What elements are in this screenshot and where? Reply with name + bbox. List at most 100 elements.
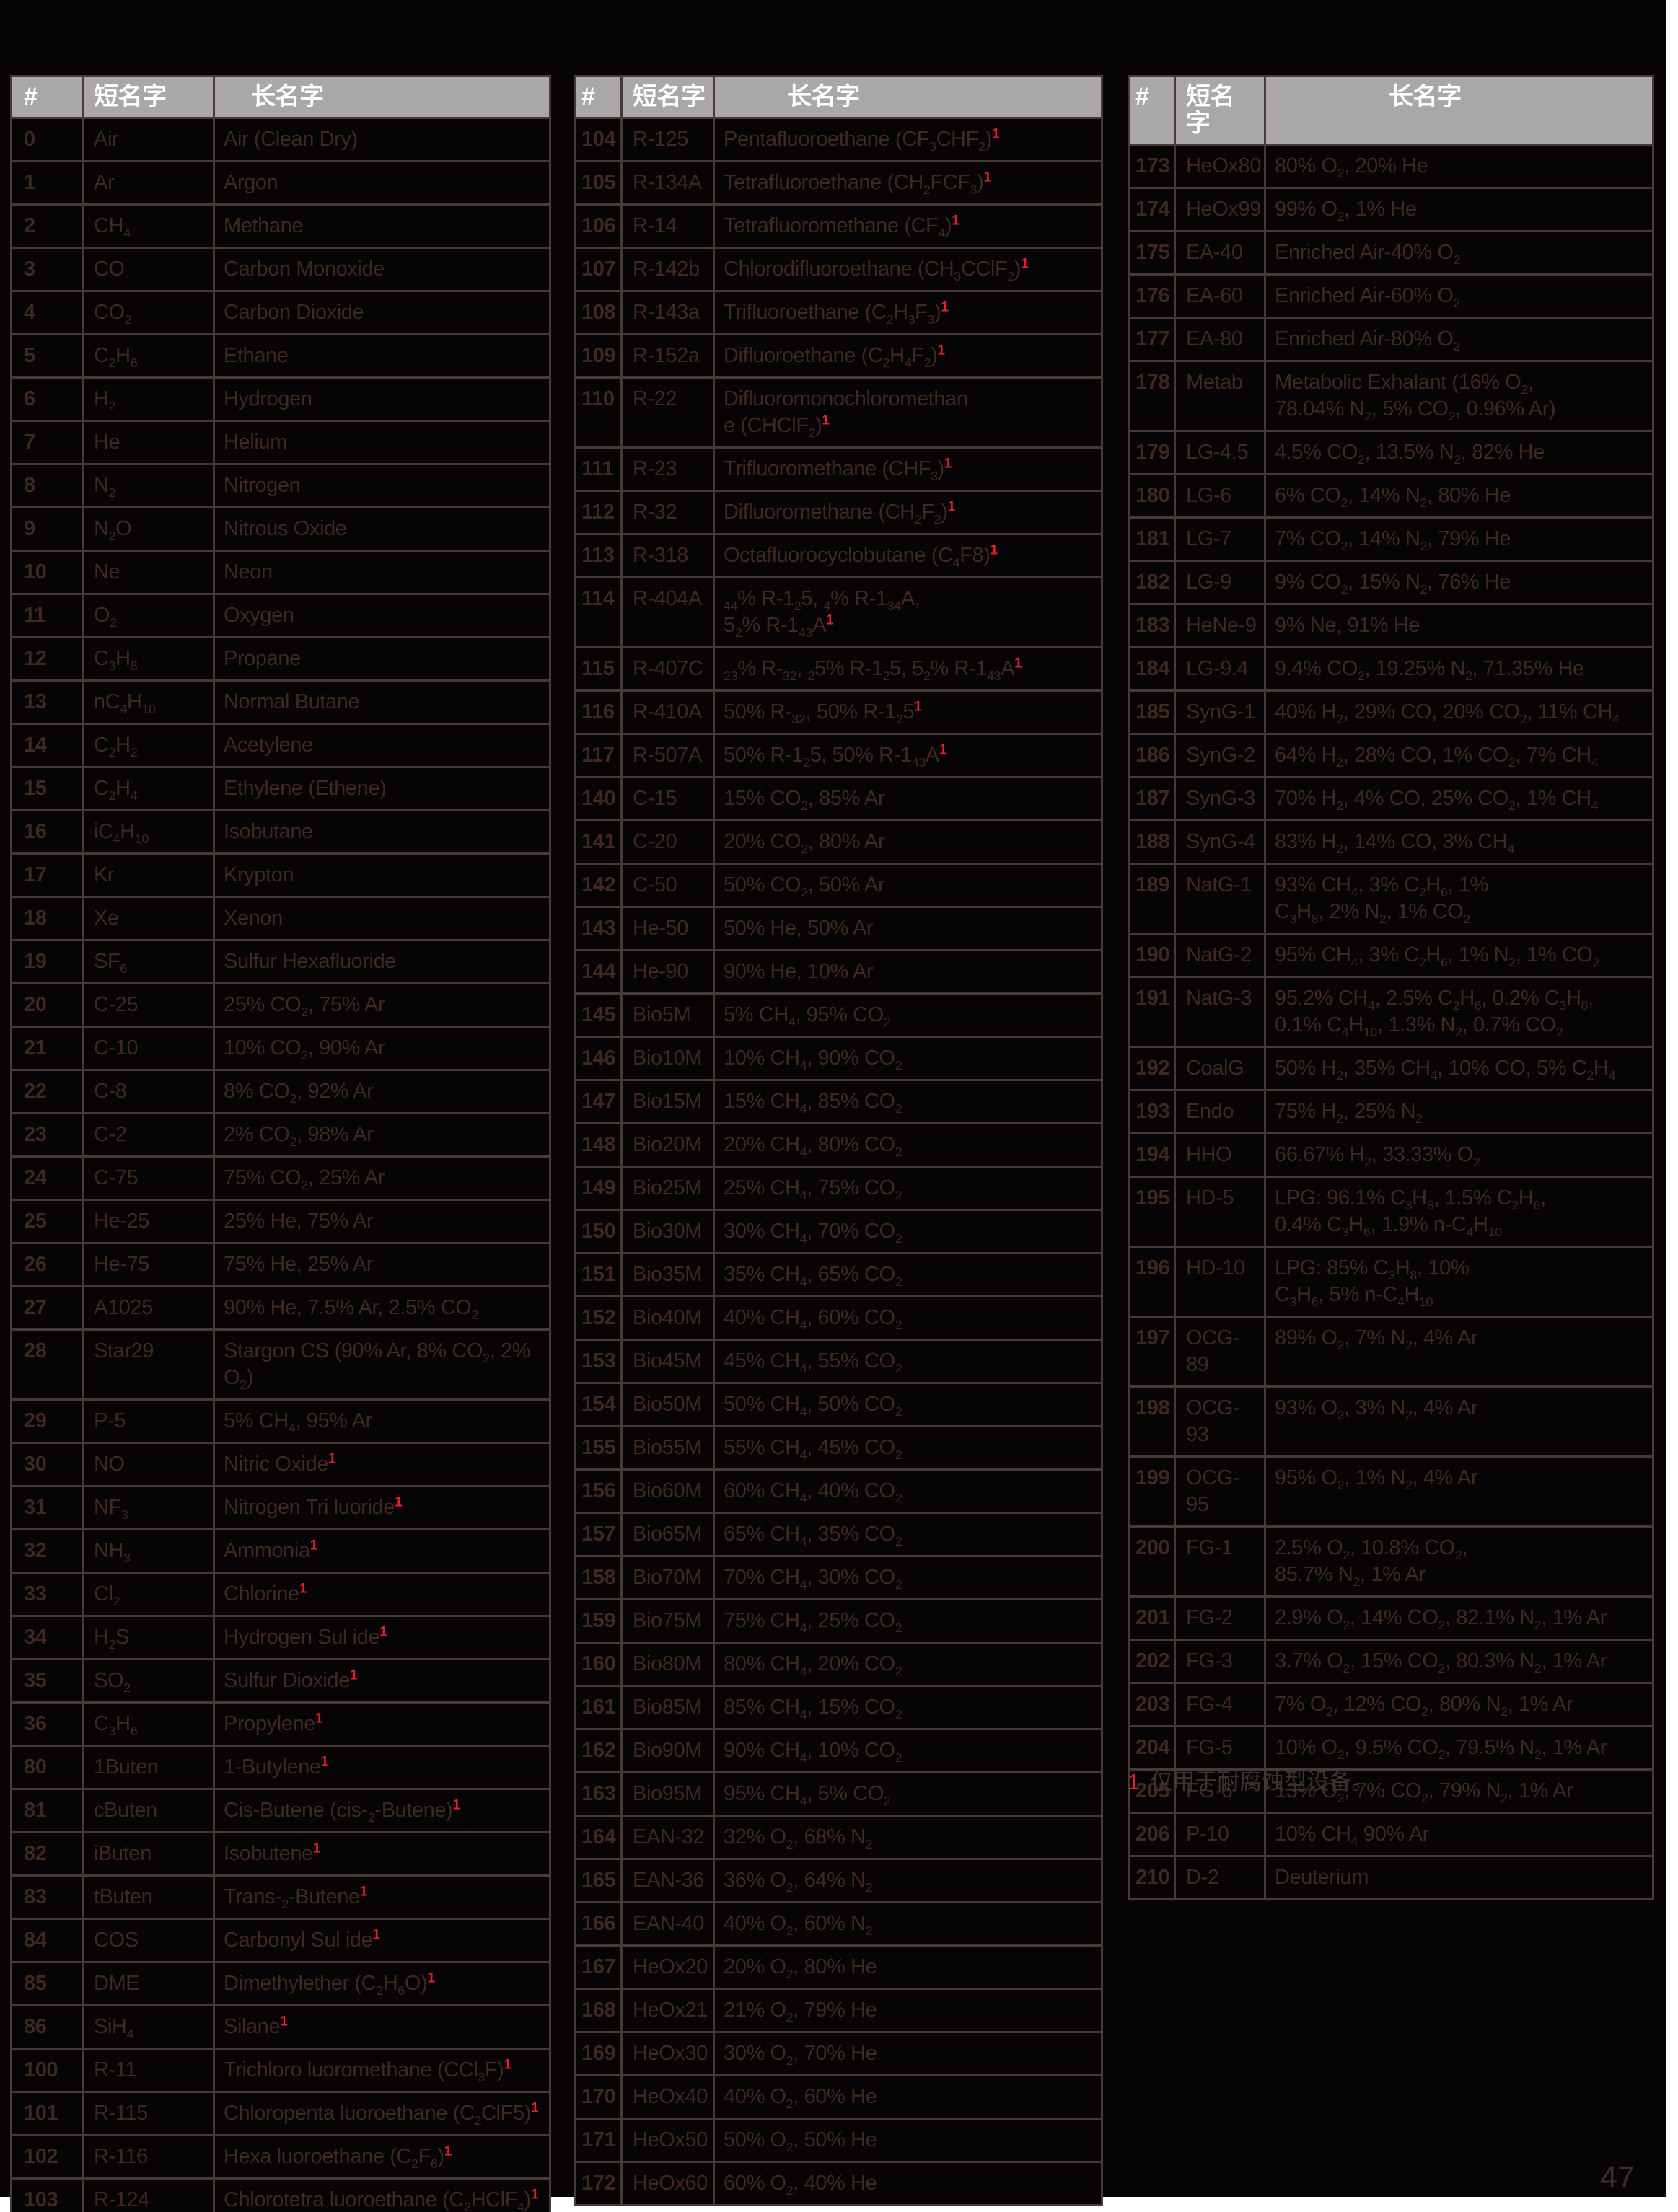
table-row: 81 cButen Cis-Butene (cis-2-Butene)1 [12,1788,549,1831]
gas-long-cell: 5% CH4, 95% Ar [213,1401,549,1442]
gas-short-cell: C3H6 [82,1704,213,1745]
table-row: 146 Bio10M 10% CH4, 90% CO2 [576,1036,1101,1079]
table-row: 148 Bio20M 20% CH4, 80% CO2 [576,1122,1101,1166]
gas-short-cell: Bio35M [620,1254,713,1295]
gas-short-cell: LG-9.4 [1174,648,1264,689]
gas-short-cell: DME [82,1963,213,2004]
gas-long-cell: Argon [213,162,549,203]
gas-long-cell: Krypton [213,855,549,896]
gas-short-cell: A1025 [82,1287,213,1328]
gas-long-cell: 93% O2, 3% N2, 4% Ar [1264,1388,1652,1455]
table-row: 176 EA-60 Enriched Air-60% O2 [1130,273,1652,317]
gas-short-cell: Bio30M [620,1211,713,1252]
header-long-name: 长名字 [213,77,549,117]
gas-long-cell: 13% O2, 7% CO2, 79% N2, 1% Ar [1264,1771,1652,1812]
gas-num-cell: 22 [24,1080,47,1103]
gas-long-cell: 80% CH4, 20% CO2 [713,1644,1101,1685]
gas-short-cell: P-5 [82,1401,213,1442]
gas-long-cell: Nitrogen [213,465,549,506]
table-row: 165 EAN-36 36% O2, 64% N2 [576,1858,1101,1901]
gas-num-cell: 3 [24,257,35,281]
gas-long-cell: Xenon [213,898,549,939]
gas-num-cell: 185 [1135,700,1170,723]
gas-long-cell: 95.2% CH4, 2.5% C2H6, 0.2% C3H8, 0.1% C4H… [1264,978,1652,1046]
gas-num-cell: 154 [581,1393,616,1416]
gas-short-cell: EAN-32 [620,1817,713,1858]
gas-long-cell: Neon [213,552,549,593]
header-long-name: 长名字 [1264,77,1652,144]
table-row: 163 Bio95M 95% CH4, 5% CO2 [576,1771,1101,1815]
gas-long-cell: Silane1 [213,2006,549,2048]
table-body: 173 HeOx80 80% O2, 20% He 174 HeOx99 99% O2, … [1130,144,1652,1898]
table-row: 106 R-14 Tetrafluoromethane (CF4)1 [576,203,1101,247]
gas-short-cell: SiH4 [82,2006,213,2048]
gas-num-cell: 111 [581,457,613,480]
table-row: 33 Cl2 Chlorine1 [12,1572,549,1615]
gas-num-cell: 116 [581,700,615,723]
table-row: 194 HHO 66.67% H2, 33.33% O2 [1130,1132,1652,1176]
gas-num-cell: 25 [24,1209,47,1233]
table-header-row: # 短名字 长名字 [576,77,1101,117]
gas-short-cell: EA-40 [1174,232,1264,273]
table-row: 151 Bio35M 35% CH4, 65% CO2 [576,1252,1101,1295]
table-row: 107 R-142b Chlorodifluoroethane (CH3CClF2)… [576,247,1101,290]
table-body: 0 Air Air (Clean Dry) 1 Ar Argon 2 CH4 Methane 3 C… [12,117,549,2212]
gas-short-cell: cButen [82,1790,213,1831]
gas-long-cell: Ethane [213,335,549,376]
table-row: 26 He-75 75% He, 25% Ar [12,1242,549,1285]
gas-long-cell: 9% Ne, 91% He [1264,605,1652,646]
gas-num-cell: 199 [1135,1466,1170,1489]
table-row: 0 Air Air (Clean Dry) [12,117,549,160]
gas-num-cell: 103 [24,2188,58,2211]
gas-short-cell: C3H8 [82,638,213,679]
gas-num-cell: 114 [581,587,615,610]
gas-num-cell: 7 [24,431,35,454]
gas-num-cell: 0 [24,128,35,151]
gas-long-cell: 23% R-32, 25% R-125, 52% R-143A1 [713,648,1101,689]
table-row: 4 CO2 Carbon Dioxide [12,290,549,333]
table-row: 160 Bio80M 80% CH4, 20% CO2 [576,1642,1101,1685]
gas-long-cell: Ethylene (Ethene) [213,768,549,809]
gas-num-cell: 9 [24,517,35,540]
table-row: 12 C3H8 Propane [12,636,549,679]
gas-long-cell: Chloropenta luoroethane (C2ClF5)1 [213,2093,549,2134]
gas-long-cell: Enriched Air-40% O2 [1264,232,1652,273]
table-row: 150 Bio30M 30% CH4, 70% CO2 [576,1209,1101,1252]
gas-short-cell: NatG-3 [1174,978,1264,1046]
table-row: 105 R-134A Tetrafluoroethane (CH2FCF3)1 [576,160,1101,203]
gas-long-cell: Tetrafluoromethane (CF4)1 [713,206,1101,247]
table-row: 6 H2 Hydrogen [12,376,549,420]
gas-short-cell: CO [82,249,213,290]
table-row: 20 C-25 25% CO2, 75% Ar [12,982,549,1026]
gas-short-cell: N2O [82,508,213,550]
gas-long-cell: 75% CH4, 25% CO2 [713,1600,1101,1642]
page-number: 47 [1600,2160,1635,2195]
gas-short-cell: P-10 [1174,1814,1264,1855]
table-row: 147 Bio15M 15% CH4, 85% CO2 [576,1079,1101,1122]
gas-num-cell: 167 [581,1955,616,1978]
gas-table-3: # 短名字 长名字 173 HeOx80 80% O2, 20% He 174 HeOx… [1128,75,1654,1900]
gas-short-cell: HeNe-9 [1174,605,1264,646]
gas-short-cell: C-2 [82,1114,213,1155]
gas-num-cell: 191 [1135,987,1170,1010]
gas-long-cell: 20% O2, 80% He [713,1947,1101,1988]
gas-short-cell: R-407C [620,648,713,689]
table-row: 114 R-404A 44% R-125, 4% R-134A, 52% R-143A… [576,576,1101,646]
table-row: 2 CH4 Methane [12,203,549,247]
gas-num-cell: 186 [1135,744,1170,767]
gas-num-cell: 202 [1135,1649,1170,1673]
gas-num-cell: 149 [581,1176,616,1199]
gas-long-cell: Methane [213,206,549,247]
gas-short-cell: R-404A [620,578,713,646]
gas-num-cell: 108 [581,301,616,324]
gas-long-cell: Tetrafluoroethane (CH2FCF3)1 [713,162,1101,203]
gas-short-cell: COS [82,1920,213,1961]
gas-num-cell: 204 [1135,1736,1170,1759]
table-row: 104 R-125 Pentafluoroethane (CF3CHF2)1 [576,117,1101,160]
gas-num-cell: 188 [1135,830,1170,853]
table-row: 1 Ar Argon [12,160,549,203]
gas-num-cell: 183 [1135,614,1170,637]
table-row: 204 FG-5 10% O2, 9.5% CO2, 79.5% N2, 1% Ar [1130,1725,1652,1768]
gas-table-2: # 短名字 长名字 104 R-125 Pentafluoroethane (CF3… [574,75,1103,2206]
